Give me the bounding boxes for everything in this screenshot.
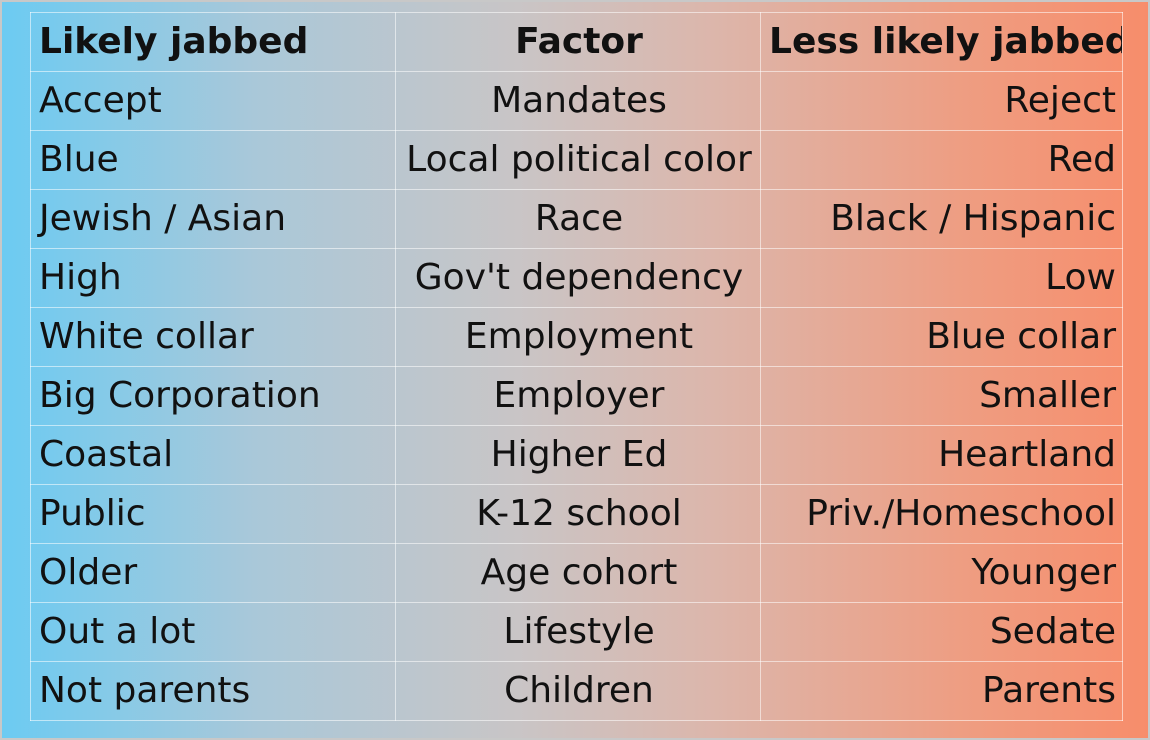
- less-likely-cell: Sedate: [760, 602, 1123, 662]
- less-likely-cell: Priv./Homeschool: [760, 484, 1123, 544]
- factor-cell: Employment: [395, 307, 761, 367]
- factor-cell: Age cohort: [395, 543, 761, 603]
- likely-cell: Coastal: [30, 425, 396, 485]
- less-likely-cell: Reject: [760, 71, 1123, 131]
- column-header-likely: Likely jabbed: [30, 12, 396, 72]
- table-row: Not parents Children Parents: [30, 661, 1123, 721]
- factor-cell: Higher Ed: [395, 425, 761, 485]
- likely-cell: Big Corporation: [30, 366, 396, 426]
- table-row: Accept Mandates Reject: [30, 71, 1123, 131]
- likely-cell: Older: [30, 543, 396, 603]
- less-likely-cell: Red: [760, 130, 1123, 190]
- factor-cell: Employer: [395, 366, 761, 426]
- less-likely-cell: Smaller: [760, 366, 1123, 426]
- likely-cell: High: [30, 248, 396, 308]
- likely-cell: White collar: [30, 307, 396, 367]
- factor-cell: Gov't dependency: [395, 248, 761, 308]
- factor-cell: Children: [395, 661, 761, 721]
- less-likely-cell: Parents: [760, 661, 1123, 721]
- table-row: High Gov't dependency Low: [30, 248, 1123, 308]
- likely-cell: Not parents: [30, 661, 396, 721]
- likely-cell: Public: [30, 484, 396, 544]
- factor-cell: Mandates: [395, 71, 761, 131]
- table-row: Out a lot Lifestyle Sedate: [30, 602, 1123, 662]
- less-likely-cell: Younger: [760, 543, 1123, 603]
- factors-table: Likely jabbed Factor Less likely jabbed …: [30, 12, 1123, 721]
- less-likely-cell: Heartland: [760, 425, 1123, 485]
- likely-cell: Jewish / Asian: [30, 189, 396, 249]
- table-row: Coastal Higher Ed Heartland: [30, 425, 1123, 485]
- likely-cell: Accept: [30, 71, 396, 131]
- column-header-less-likely: Less likely jabbed: [760, 12, 1123, 72]
- less-likely-cell: Black / Hispanic: [760, 189, 1123, 249]
- table-row: Public K-12 school Priv./Homeschool: [30, 484, 1123, 544]
- factor-cell: Race: [395, 189, 761, 249]
- table-row: Big Corporation Employer Smaller: [30, 366, 1123, 426]
- factor-cell: Local political color: [395, 130, 761, 190]
- table-row: White collar Employment Blue collar: [30, 307, 1123, 367]
- factor-cell: K-12 school: [395, 484, 761, 544]
- table-row: Blue Local political color Red: [30, 130, 1123, 190]
- column-header-factor: Factor: [395, 12, 761, 72]
- likely-cell: Out a lot: [30, 602, 396, 662]
- factor-cell: Lifestyle: [395, 602, 761, 662]
- less-likely-cell: Blue collar: [760, 307, 1123, 367]
- table-row: Jewish / Asian Race Black / Hispanic: [30, 189, 1123, 249]
- table-header-row: Likely jabbed Factor Less likely jabbed: [30, 12, 1123, 72]
- likely-cell: Blue: [30, 130, 396, 190]
- table-row: Older Age cohort Younger: [30, 543, 1123, 603]
- less-likely-cell: Low: [760, 248, 1123, 308]
